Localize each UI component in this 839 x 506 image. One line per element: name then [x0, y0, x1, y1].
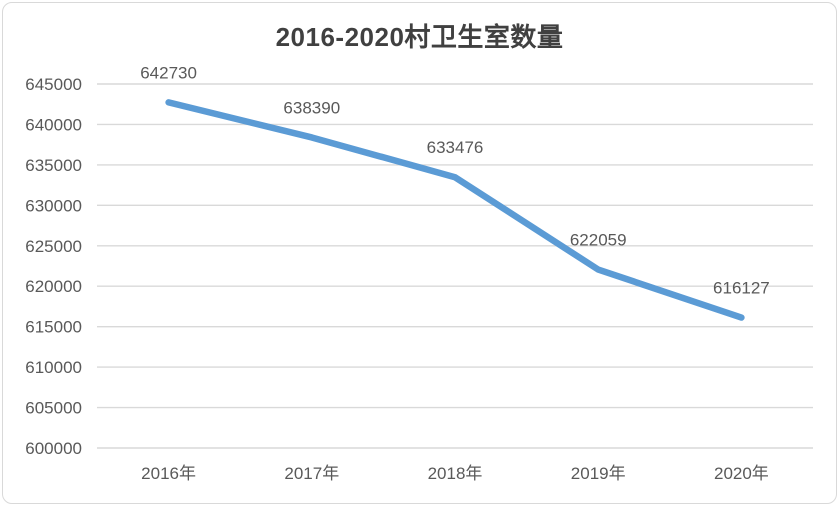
y-axis-tick-label: 635000 [25, 156, 82, 175]
data-series-line [165, 99, 745, 321]
y-axis-tick-label: 630000 [25, 196, 82, 215]
data-point-label: 638390 [283, 98, 340, 117]
x-axis-tick-label: 2020年 [714, 464, 769, 483]
x-axis-tick-label: 2019年 [571, 464, 626, 483]
y-axis-tick-label: 605000 [25, 399, 82, 418]
y-axis-tick-label: 620000 [25, 277, 82, 296]
y-axis-tick-label: 610000 [25, 358, 82, 377]
data-point-label: 633476 [427, 138, 484, 157]
chart-title: 2016-2020村卫生室数量 [275, 22, 564, 52]
data-point-label: 622059 [570, 231, 627, 250]
x-axis-tick-label: 2017年 [284, 464, 339, 483]
data-point-label: 642730 [140, 63, 197, 82]
y-axis-tick-label: 640000 [25, 115, 82, 134]
x-axis-tick-label: 2018年 [428, 464, 483, 483]
x-axis-tick-label: 2016年 [141, 464, 196, 483]
y-axis-tick-label: 600000 [25, 439, 82, 458]
y-axis-tick-label: 625000 [25, 237, 82, 256]
y-axis-tick-label: 615000 [25, 318, 82, 337]
data-point-label: 616127 [713, 279, 770, 298]
y-axis-tick-label: 645000 [25, 75, 82, 94]
